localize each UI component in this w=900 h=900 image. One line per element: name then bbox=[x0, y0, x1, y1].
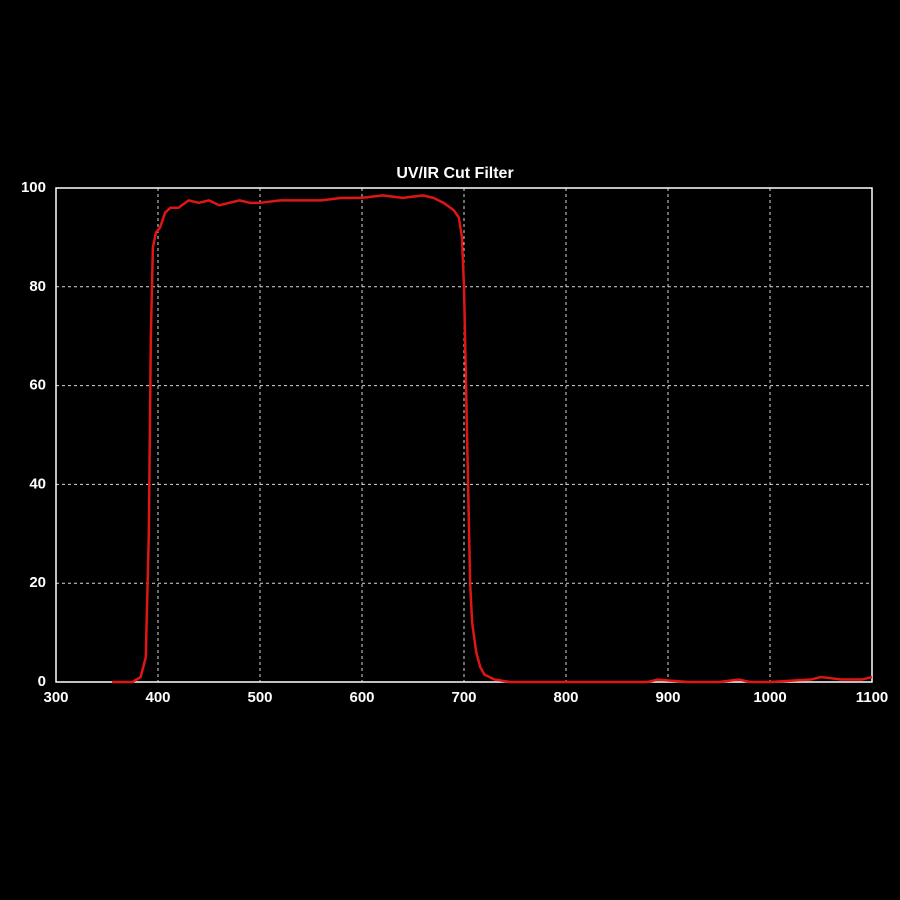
x-tick-label: 1000 bbox=[753, 689, 786, 706]
x-tick-label: 300 bbox=[43, 689, 68, 706]
x-tick-label: 900 bbox=[655, 689, 680, 706]
x-tick-label: 1100 bbox=[856, 689, 889, 706]
x-tick-label: 600 bbox=[349, 689, 374, 706]
x-tick-label: 500 bbox=[247, 689, 272, 706]
data-line bbox=[112, 194, 873, 684]
x-tick-label: 800 bbox=[553, 689, 578, 706]
y-tick-label: 20 bbox=[29, 574, 46, 591]
x-tick-label: 700 bbox=[451, 689, 476, 706]
x-tick-label: 400 bbox=[145, 689, 170, 706]
y-tick-label: 100 bbox=[21, 179, 46, 196]
y-tick-label: 40 bbox=[29, 475, 46, 492]
y-tick-label: 60 bbox=[29, 377, 46, 394]
y-tick-label: 80 bbox=[29, 278, 46, 295]
y-tick-label: 0 bbox=[38, 673, 46, 690]
chart-title: UV/IR Cut Filter bbox=[396, 165, 513, 182]
